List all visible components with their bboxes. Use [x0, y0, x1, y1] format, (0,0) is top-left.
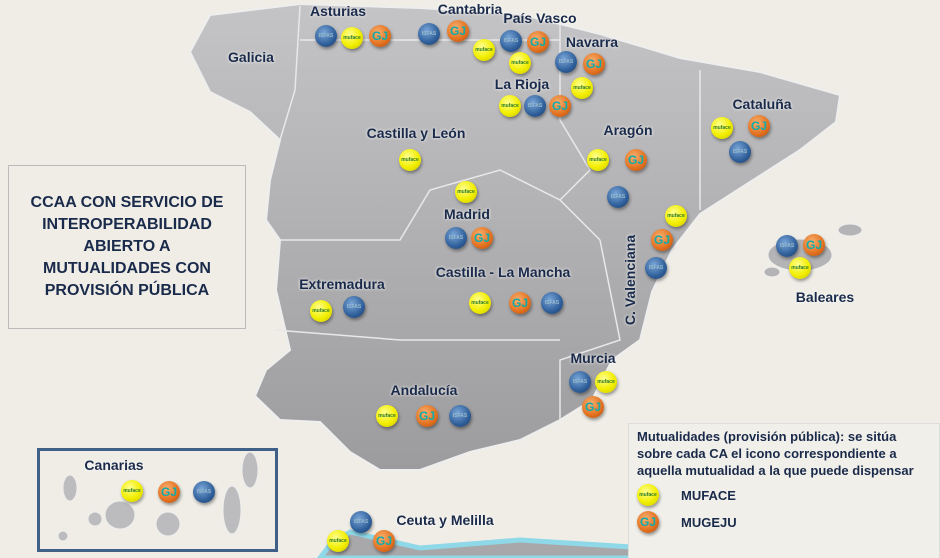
isfas-icon: ISFAS	[607, 186, 629, 208]
title-line: ABIERTO A	[83, 238, 171, 255]
region-label-castilla-y-leon: Castilla y León	[366, 125, 466, 141]
muface-icon: muface	[376, 405, 398, 427]
mugeju-icon: GJ	[651, 229, 673, 251]
canarias-islands	[57, 451, 259, 542]
mugeju-icon: GJ	[509, 292, 531, 314]
region-label-baleares: Baleares	[795, 289, 855, 305]
region-label-la-rioja: La Rioja	[494, 76, 550, 92]
region-label-pais-vasco: País Vasco	[503, 10, 577, 26]
muface-icon: muface	[571, 77, 593, 99]
region-label-galicia: Galicia	[228, 49, 274, 65]
isfas-icon: ISFAS	[315, 25, 337, 47]
region-label-andalucia: Andalucía	[390, 382, 458, 398]
title-line: CCAA CON SERVICIO DE	[30, 194, 224, 211]
region-label-castilla-la-mancha: Castilla - La Mancha	[435, 264, 571, 280]
mugeju-icon: GJ	[549, 95, 571, 117]
region-label-aragon: Aragón	[603, 122, 653, 138]
muface-icon: muface	[455, 181, 477, 203]
muface-icon: muface	[637, 484, 659, 506]
region-label-canarias: Canarias	[84, 457, 144, 473]
region-label-madrid: Madrid	[444, 206, 490, 222]
isfas-icon: ISFAS	[193, 481, 215, 503]
peninsula-shape	[188, 2, 842, 471]
region-label-extremadura: Extremadura	[299, 276, 385, 292]
mugeju-icon: GJ	[447, 20, 469, 42]
muface-icon: muface	[587, 149, 609, 171]
title-line: MUTUALIDADES CON	[42, 260, 211, 277]
isfas-icon: ISFAS	[555, 51, 577, 73]
mugeju-icon: GJ	[625, 149, 647, 171]
muface-icon: muface	[499, 95, 521, 117]
title-line: PROVISIÓN PÚBLICA	[44, 282, 210, 299]
region-label-asturias: Asturias	[309, 3, 367, 19]
legend-label: MUFACE	[681, 487, 736, 503]
muface-icon: muface	[789, 257, 811, 279]
mugeju-icon: GJ	[582, 396, 604, 418]
region-label-ceuta-y-melilla: Ceuta y Melilla	[396, 512, 494, 528]
legend-item-muface: muface MUFACE	[637, 484, 931, 506]
region-label-c-valenciana: C. Valenciana	[622, 234, 638, 326]
isfas-icon: ISFAS	[418, 23, 440, 45]
muface-icon: muface	[399, 149, 421, 171]
muface-icon: muface	[711, 117, 733, 139]
region-label-cataluna: Cataluña	[732, 96, 792, 112]
muface-icon: muface	[310, 300, 332, 322]
isfas-icon: ISFAS	[645, 257, 667, 279]
title-box: CCAA CON SERVICIO DE INTEROPERABILIDAD A…	[8, 165, 246, 329]
muface-icon: muface	[509, 52, 531, 74]
region-label-murcia: Murcia	[570, 350, 616, 366]
isfas-icon: ISFAS	[524, 95, 546, 117]
legend-label: MUGEJU	[681, 514, 737, 530]
mugeju-icon: GJ	[527, 31, 549, 53]
mugeju-icon: GJ	[803, 234, 825, 256]
mugeju-icon: GJ	[748, 115, 770, 137]
isfas-icon: ISFAS	[449, 405, 471, 427]
mugeju-icon: GJ	[416, 405, 438, 427]
muface-icon: muface	[121, 480, 143, 502]
isfas-icon: ISFAS	[729, 141, 751, 163]
isfas-icon: ISFAS	[445, 227, 467, 249]
region-label-cantabria: Cantabria	[437, 1, 503, 17]
muface-icon: muface	[473, 39, 495, 61]
isfas-icon: ISFAS	[343, 296, 365, 318]
mugeju-icon: GJ	[369, 25, 391, 47]
muface-icon: muface	[469, 292, 491, 314]
mugeju-icon: GJ	[373, 530, 395, 552]
canarias-inset	[37, 448, 278, 552]
isfas-icon: ISFAS	[776, 235, 798, 257]
map-title: CCAA CON SERVICIO DE INTEROPERABILIDAD A…	[31, 192, 224, 302]
mugeju-icon: GJ	[158, 481, 180, 503]
mugeju-icon: GJ	[471, 227, 493, 249]
legend: Mutualidades (provisión pública): se sit…	[628, 423, 940, 558]
title-line: INTEROPERABILIDAD	[42, 216, 212, 233]
region-label-navarra: Navarra	[565, 34, 619, 50]
muface-icon: muface	[341, 27, 363, 49]
legend-description: Mutualidades (provisión pública): se sit…	[637, 429, 914, 478]
mugeju-icon: GJ	[583, 53, 605, 75]
legend-item-mugeju: GJ MUGEJU	[637, 511, 931, 533]
isfas-icon: ISFAS	[500, 30, 522, 52]
isfas-icon: ISFAS	[350, 511, 372, 533]
muface-icon: muface	[595, 371, 617, 393]
muface-icon: muface	[665, 205, 687, 227]
isfas-icon: ISFAS	[541, 292, 563, 314]
mugeju-icon: GJ	[637, 511, 659, 533]
muface-icon: muface	[327, 530, 349, 552]
isfas-icon: ISFAS	[569, 371, 591, 393]
